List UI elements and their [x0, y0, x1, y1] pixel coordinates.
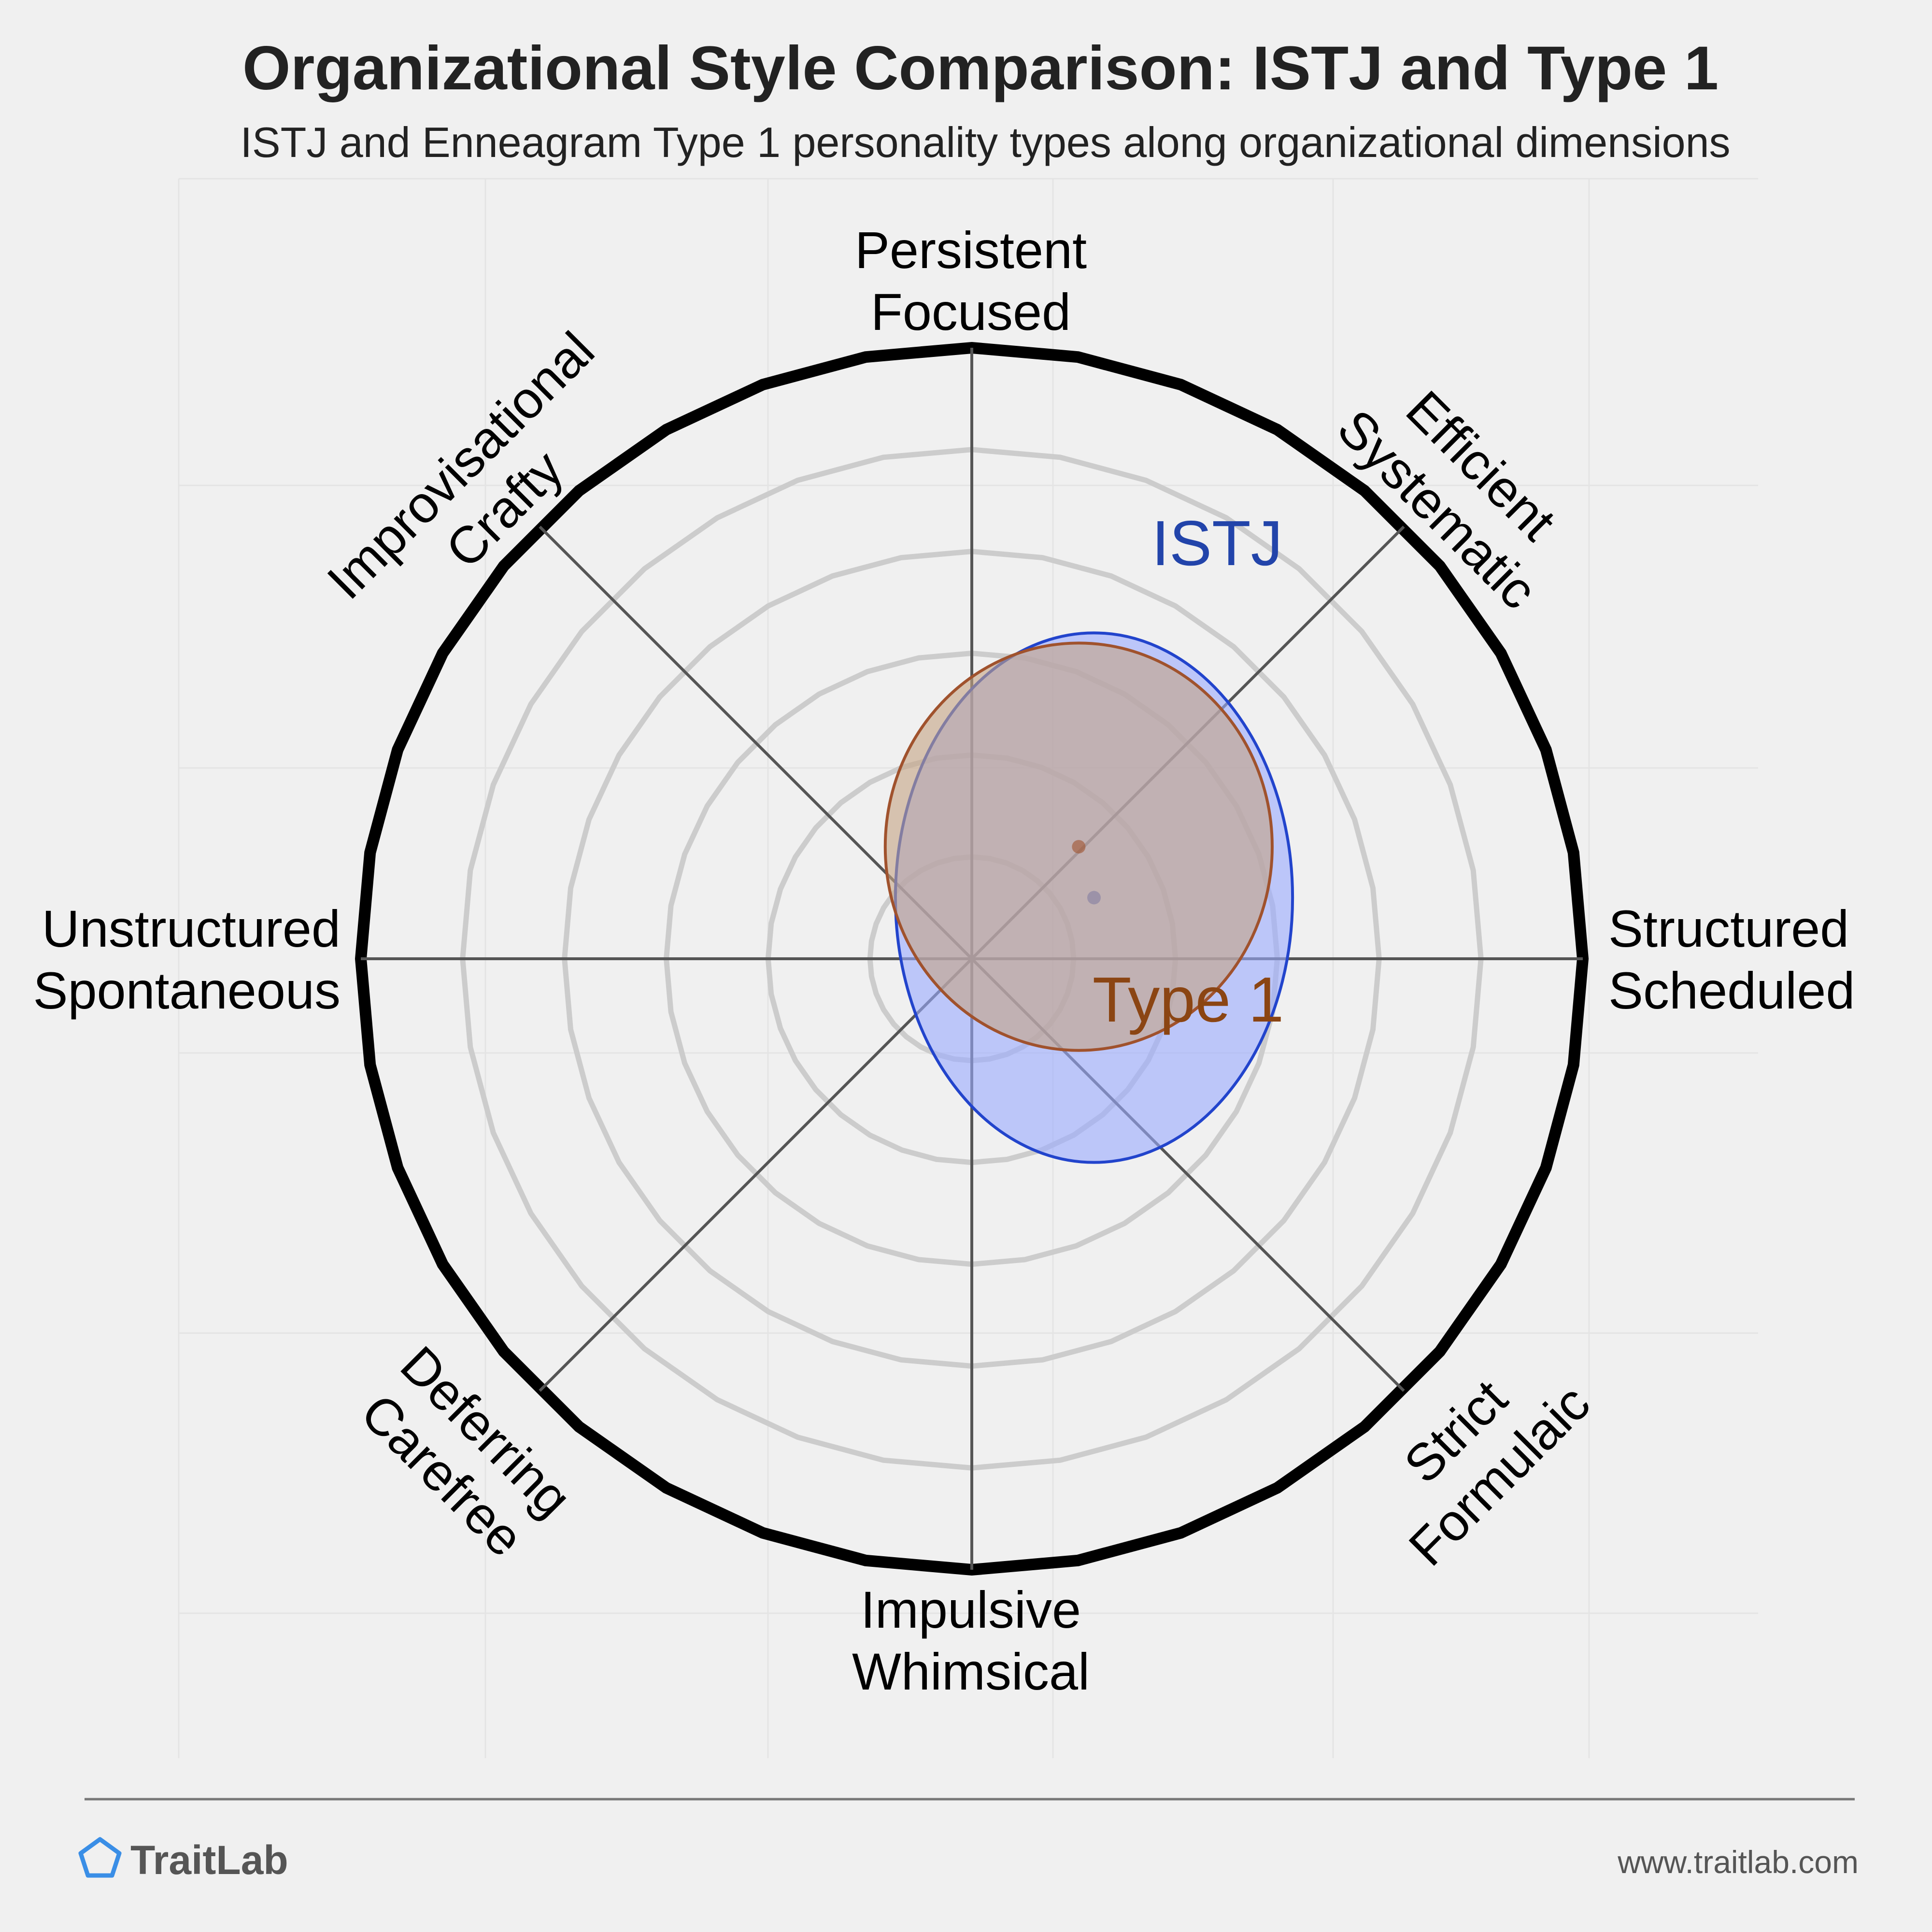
- footer-url: www.traitlab.com: [1617, 1844, 1859, 1880]
- axis-label-line: Whimsical: [852, 1642, 1090, 1701]
- axis-label-bottom-left: DeferringCarefree: [346, 1335, 582, 1572]
- type-1-label: Type 1: [1093, 964, 1284, 1035]
- axis-label-line: Unstructured: [42, 899, 341, 958]
- footer-brand: TraitLab: [130, 1837, 288, 1883]
- istj-label: ISTJ: [1151, 508, 1282, 579]
- axis-label-top: Persistent Focused: [855, 221, 1087, 341]
- axis-label-line: Focused: [871, 283, 1071, 341]
- chart-title: Organizational Style Comparison: ISTJ an…: [242, 34, 1719, 103]
- axis-label-line: Structured: [1608, 899, 1849, 958]
- type-ellipses: [883, 631, 1294, 1164]
- axis-label-bottom-right: StrictFormulaic: [1354, 1330, 1601, 1577]
- axis-label-line: Improvisational: [316, 321, 605, 610]
- axis-label-line: Spontaneous: [33, 961, 341, 1020]
- chart-subtitle: ISTJ and Enneagram Type 1 personality ty…: [240, 118, 1730, 166]
- axis-label-line: Scheduled: [1608, 961, 1855, 1020]
- axis-label-bottom: Impulsive Whimsical: [852, 1580, 1090, 1701]
- axis-label-line: Impulsive: [861, 1580, 1081, 1639]
- axis-label-line: Persistent: [855, 221, 1087, 279]
- axis-label-left: Unstructured Spontaneous: [33, 899, 341, 1020]
- series-labels: Type 1 ISTJ: [1093, 508, 1284, 1035]
- istj-center-point: [1072, 840, 1086, 854]
- traitlab-logo-icon: [78, 1837, 122, 1878]
- axis-label-right: Structured Scheduled: [1608, 899, 1855, 1020]
